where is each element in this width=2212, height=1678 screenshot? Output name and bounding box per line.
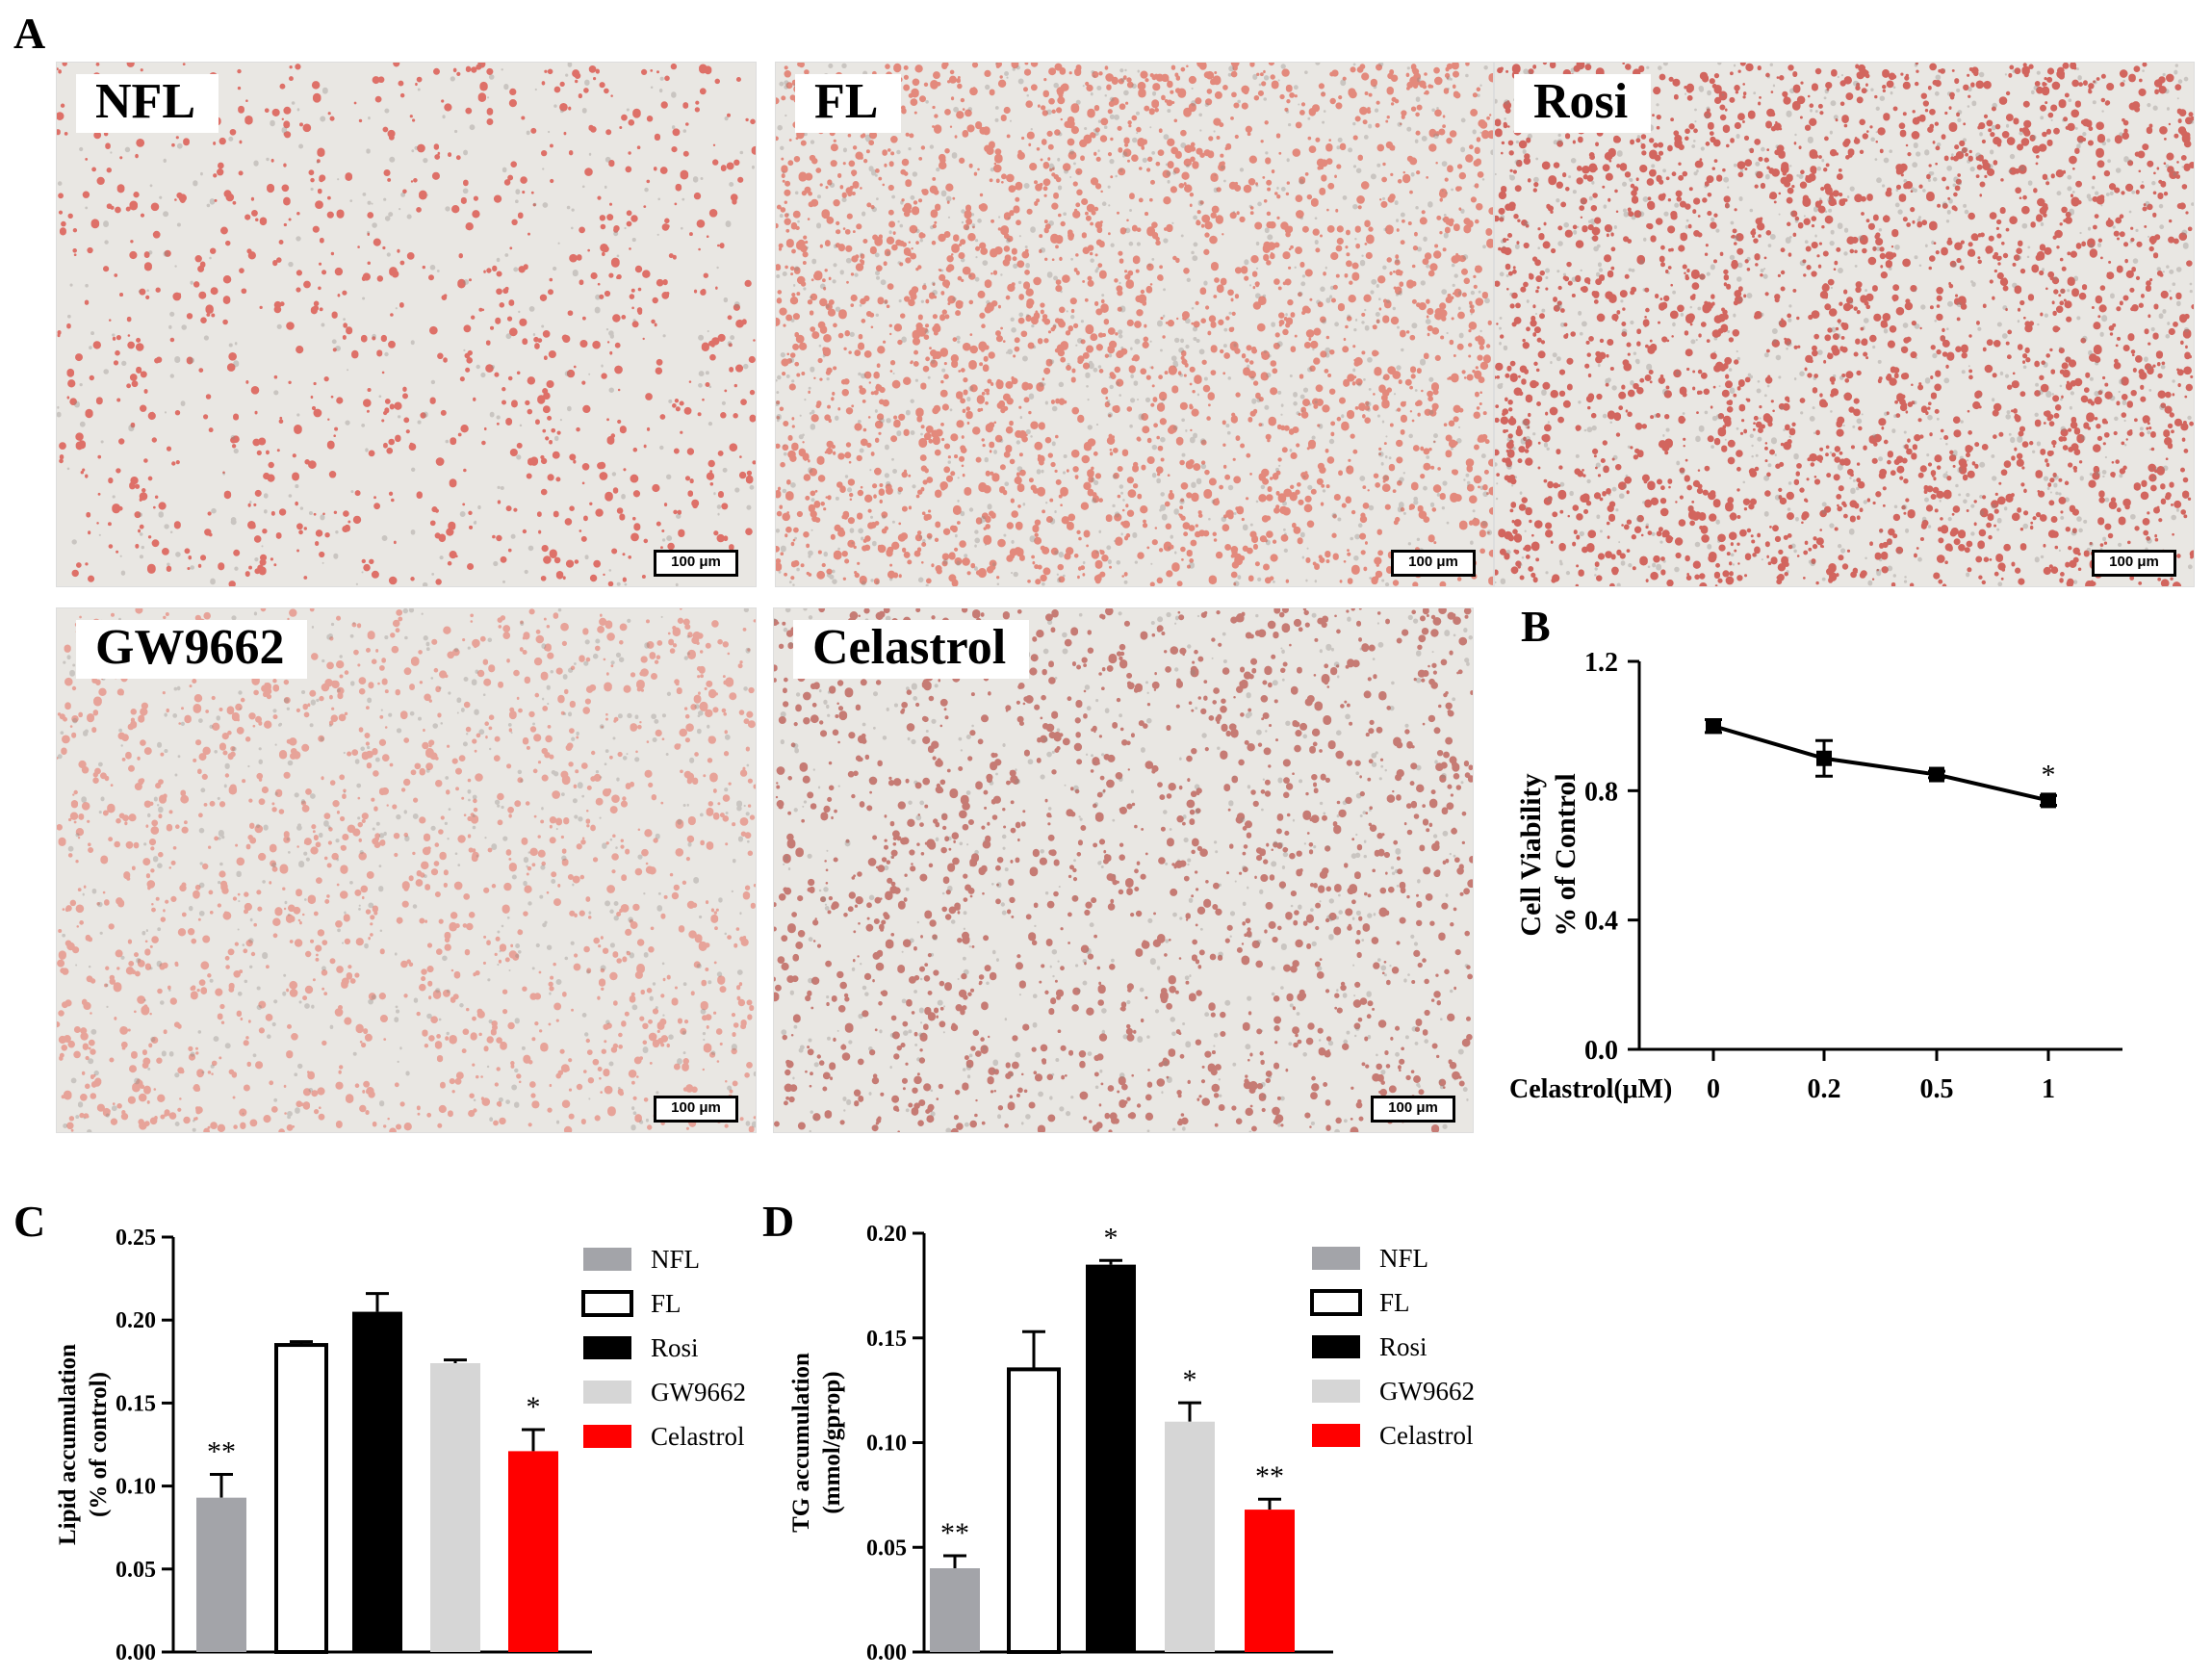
legend-label: Celastrol (1379, 1421, 1473, 1450)
y-tick-label: 0.05 (116, 1558, 156, 1583)
legend-swatch (583, 1292, 631, 1315)
micrograph-texture (1495, 63, 2194, 586)
y-tick-label: 0.10 (116, 1475, 156, 1500)
significance-mark: * (527, 1391, 541, 1423)
panel-letter-d: D (762, 1196, 794, 1247)
micrograph-rosi: Rosi 100 μm (1494, 62, 2195, 587)
y-tick-label: 0.00 (866, 1640, 907, 1665)
scale-bar: 100 μm (654, 550, 738, 577)
legend-label: Rosi (1379, 1332, 1428, 1361)
x-tick-label: 0.2 (1808, 1074, 1841, 1104)
micrograph-texture (57, 608, 756, 1132)
y-tick-label: 0.0 (1584, 1036, 1618, 1066)
legend-label: NFL (1379, 1244, 1428, 1273)
bar-gw9662 (430, 1363, 480, 1652)
x-axis-label: Celastrol(μM) (1509, 1074, 1672, 1104)
legend-swatch (583, 1336, 631, 1359)
y-axis-label-line2: % of Control (1550, 773, 1582, 936)
bar-fl (276, 1345, 326, 1652)
data-point (2041, 792, 2056, 808)
scale-bar: 100 μm (1391, 550, 1476, 577)
y-tick-label: 0.00 (116, 1640, 156, 1665)
y-axis-label-line1: Lipid accumulation (55, 1344, 81, 1545)
legend-swatch (1312, 1247, 1360, 1270)
data-point (1706, 718, 1721, 734)
bar-rosi (352, 1312, 402, 1652)
x-tick-label: 1 (2042, 1074, 2055, 1104)
chart-b-group: 0.0 0.4 0.8 1.2 0 0.2 0.5 1 Celastrol(μM) Cell Vi… (1509, 648, 2122, 1104)
micrograph-label: Celastrol (793, 620, 1029, 679)
bar-celastrol (1245, 1510, 1295, 1652)
legend-label: NFL (651, 1245, 700, 1274)
micrograph-gw9662: GW9662 100 μm (56, 607, 757, 1133)
legend-swatch (583, 1248, 631, 1271)
panel-letter-c: C (13, 1196, 45, 1247)
legend-swatch (1312, 1335, 1360, 1358)
y-tick-label: 0.25 (116, 1226, 156, 1251)
scale-bar: 100 μm (2092, 550, 2176, 577)
micrograph-label: NFL (76, 74, 219, 133)
legend-label: GW9662 (651, 1378, 746, 1407)
panel-letter-a: A (13, 8, 45, 59)
y-tick-label: 0.8 (1584, 777, 1618, 807)
legend-swatch (1312, 1424, 1360, 1447)
legend-label: Celastrol (651, 1422, 744, 1451)
y-tick-label: 0.20 (866, 1222, 907, 1247)
y-tick-label: 0.10 (866, 1432, 907, 1457)
micrograph-texture (774, 608, 1473, 1132)
legend-label: FL (651, 1289, 682, 1318)
y-axis-label-line1: TG accumulation (788, 1353, 814, 1533)
y-tick-label: 0.4 (1584, 907, 1618, 937)
y-tick-label: 0.15 (116, 1391, 156, 1416)
legend-swatch (1312, 1291, 1360, 1314)
y-axis-label-line2: (% of control) (86, 1372, 112, 1517)
micrograph-label: FL (795, 74, 901, 133)
bar-nfl (196, 1498, 246, 1652)
micrograph-label: GW9662 (76, 620, 307, 679)
x-tick-label: 0 (1707, 1074, 1720, 1104)
legend-swatch (583, 1425, 631, 1448)
data-point (1816, 751, 1832, 766)
y-tick-label: 0.05 (866, 1536, 907, 1561)
y-tick-label: 0.20 (116, 1308, 156, 1333)
chart-c-group: 0.00 0.05 0.10 0.15 0.20 0.25 Lipid accumulati… (55, 1226, 746, 1665)
significance-mark: ** (940, 1517, 969, 1549)
bar-nfl (930, 1568, 980, 1652)
y-tick-label: 0.15 (866, 1327, 907, 1352)
data-point (1929, 767, 1944, 783)
micrograph-label: Rosi (1514, 74, 1651, 133)
legend-swatch (1312, 1380, 1360, 1403)
micrograph-nfl: NFL 100 μm (56, 62, 757, 587)
legend-swatch (583, 1381, 631, 1404)
legend-label: Rosi (651, 1333, 699, 1362)
legend-label: FL (1379, 1288, 1410, 1317)
panel-letter-b: B (1521, 601, 1551, 652)
micrograph-fl: FL 100 μm (775, 62, 1494, 587)
bar-fl (1009, 1369, 1059, 1652)
micrograph-texture (776, 63, 1493, 586)
significance-mark: * (1104, 1222, 1119, 1253)
significance-mark: * (2042, 759, 2056, 790)
series-line (1713, 726, 2048, 800)
y-tick-label: 1.2 (1584, 648, 1618, 678)
micrograph-celastrol: Celastrol 100 μm (773, 607, 1474, 1133)
legend-label: GW9662 (1379, 1377, 1475, 1406)
chart-d-group: 0.00 0.05 0.10 0.15 0.20 TG accumulation (mmol… (788, 1222, 1475, 1665)
y-axis-label-line2: (mmol/gprop) (819, 1371, 845, 1513)
significance-mark: ** (207, 1436, 236, 1468)
scale-bar: 100 μm (1371, 1096, 1455, 1123)
bar-gw9662 (1165, 1422, 1215, 1652)
significance-mark: ** (1255, 1460, 1284, 1492)
y-axis-label-line1: Cell Viability (1515, 773, 1547, 936)
bar-rosi (1086, 1265, 1136, 1652)
micrograph-texture (57, 63, 756, 586)
bar-celastrol (508, 1451, 558, 1652)
scale-bar: 100 μm (654, 1096, 738, 1123)
significance-mark: * (1183, 1364, 1197, 1396)
x-tick-label: 0.5 (1920, 1074, 1954, 1104)
